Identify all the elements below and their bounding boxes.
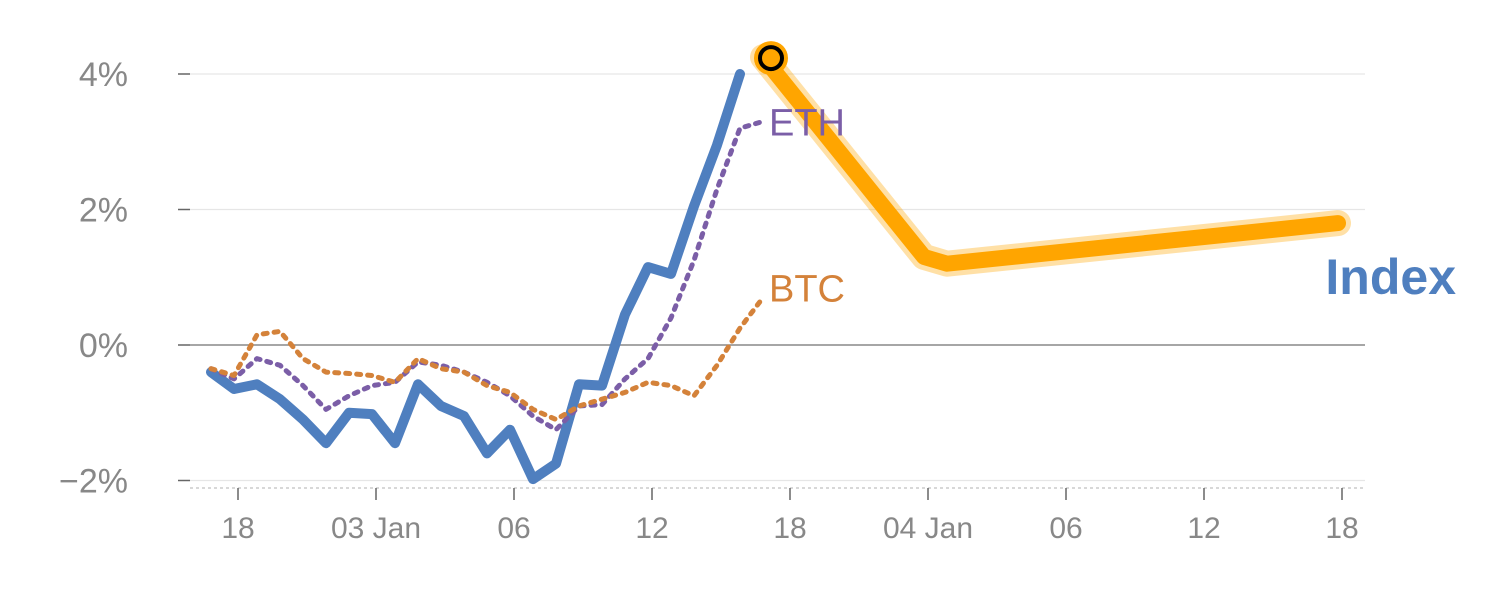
series-label-index: Index (1325, 249, 1456, 305)
series-line-eth (208, 118, 766, 433)
x-tick-label: 12 (1187, 512, 1220, 545)
x-tick-label: 06 (1049, 512, 1082, 545)
x-tick-label: 03 Jan (331, 512, 421, 545)
series-line-index-highlight (755, 49, 1346, 272)
axes: −2% 0% 2% 4% 18 03 Jan 06 12 18 04 Jan 06 12 18 (59, 56, 1365, 545)
series-lines (206, 41, 1351, 485)
series-line-index (206, 69, 745, 485)
x-tick-label: 04 Jan (883, 512, 973, 545)
x-tick-label: 18 (1325, 512, 1358, 545)
labels: ETH BTC Index (769, 102, 1456, 310)
y-tick-label: −2% (59, 463, 128, 501)
x-tick-label: 12 (635, 512, 668, 545)
x-tick-label: 06 (497, 512, 530, 545)
series-line-btc (208, 295, 766, 422)
series-label-eth: ETH (769, 102, 845, 144)
highlight-marker (758, 45, 784, 72)
x-tick-label: 18 (773, 512, 806, 545)
x-tick-label: 18 (221, 512, 254, 545)
y-tick-label: 4% (79, 56, 128, 94)
y-tick-label: 0% (79, 327, 128, 365)
y-tick-label: 2% (79, 192, 128, 230)
series-label-btc: BTC (769, 269, 845, 311)
